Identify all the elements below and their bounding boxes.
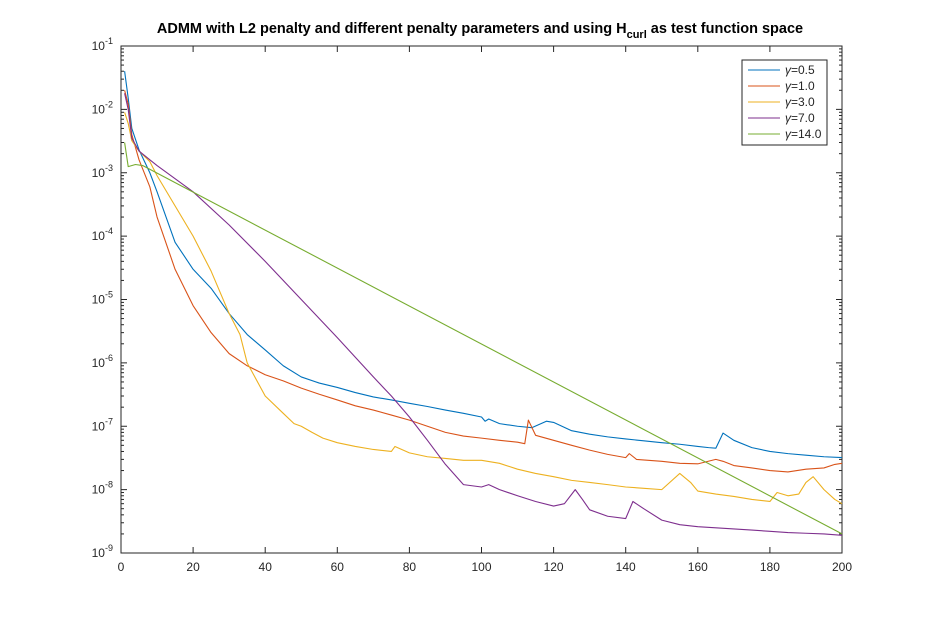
y-tick-label: 10-9	[92, 543, 113, 560]
x-tick-label: 0	[118, 560, 125, 574]
y-tick-label: 10-6	[92, 353, 113, 370]
x-tick-label: 80	[403, 560, 417, 574]
y-tick-label: 10-2	[92, 99, 113, 116]
x-tick-label: 120	[544, 560, 564, 574]
legend-label: γ=1.0	[785, 79, 815, 93]
x-tick-label: 100	[471, 560, 491, 574]
legend-label: γ=3.0	[785, 95, 815, 109]
y-axis: 10-9 10-8 10-7 10-6 10-5 10-4 10-3 10-2 10-1	[92, 36, 842, 560]
x-tick-label: 200	[832, 560, 852, 574]
chart-title-tail: as test function space	[647, 21, 803, 37]
legend-label: γ=7.0	[785, 111, 815, 125]
chart-title-subscript: curl	[627, 29, 647, 41]
series-line	[124, 93, 843, 536]
x-tick-label: 60	[331, 560, 345, 574]
y-tick-label: 10-4	[92, 226, 113, 243]
y-tick-label: 10-1	[92, 36, 113, 53]
chart-title: ADMM with L2 penalty and different penal…	[157, 21, 803, 41]
x-axis: 0 20 40 60 80 100 120 140 160 180 200	[118, 46, 852, 574]
series-layer	[124, 71, 843, 536]
legend: γ=0.5 γ=1.0 γ=3.0 γ=7.0 γ=14.0	[741, 59, 828, 146]
x-tick-label: 160	[688, 560, 708, 574]
x-tick-label: 140	[616, 560, 636, 574]
y-tick-label: 10-8	[92, 480, 113, 497]
y-tick-label: 10-5	[92, 290, 113, 307]
x-tick-label: 20	[186, 560, 200, 574]
legend-label: γ=0.5	[785, 63, 815, 77]
plot-area	[120, 45, 843, 554]
y-tick-label: 10-3	[92, 163, 113, 180]
x-tick-label: 180	[760, 560, 780, 574]
series-line	[124, 112, 843, 505]
x-tick-label: 40	[259, 560, 273, 574]
legend-label: γ=14.0	[785, 127, 822, 141]
series-line	[124, 142, 843, 535]
series-line	[124, 71, 843, 459]
y-tick-label: 10-7	[92, 416, 113, 433]
series-line	[124, 90, 843, 473]
